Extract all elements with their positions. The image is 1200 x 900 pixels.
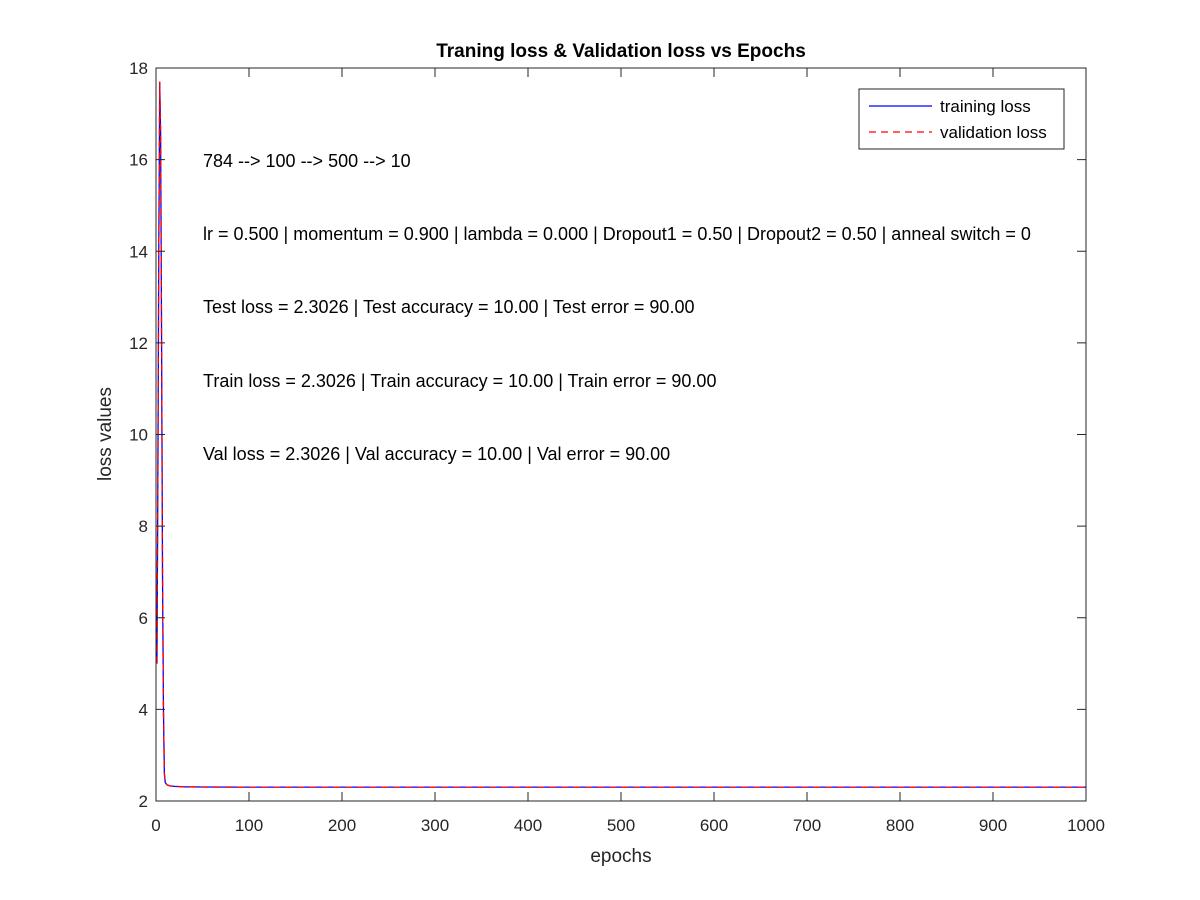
annotation-layer: 784 --> 100 --> 500 --> 10 lr = 0.500 | m… <box>203 151 1031 464</box>
legend-box <box>858 88 1065 150</box>
x-tick-label: 700 <box>793 816 821 835</box>
y-tick-label: 10 <box>129 426 148 445</box>
x-tick-label: 800 <box>886 816 914 835</box>
y-tick-label: 6 <box>139 609 148 628</box>
annotation-text: Test loss = 2.3026 | Test accuracy = 10.… <box>203 297 694 317</box>
annotation-text: lr = 0.500 | momentum = 0.900 | lambda =… <box>203 224 1031 244</box>
x-tick-label: 0 <box>151 816 160 835</box>
x-tick-label: 500 <box>607 816 635 835</box>
annotation-text: Val loss = 2.3026 | Val accuracy = 10.00… <box>203 444 670 464</box>
x-tick-label: 900 <box>979 816 1007 835</box>
legend-label: training loss <box>940 97 1031 116</box>
y-tick-label: 8 <box>139 517 148 536</box>
legend-label: validation loss <box>940 123 1047 142</box>
annotation-text: Train loss = 2.3026 | Train accuracy = 1… <box>203 371 716 391</box>
series-layer <box>156 81 1086 788</box>
y-tick-label: 16 <box>129 151 148 170</box>
y-axis: 2 4 6 8 10 12 14 16 18 <box>129 59 1086 811</box>
legend: training loss validation loss <box>858 88 1065 150</box>
y-tick-label: 2 <box>139 792 148 811</box>
x-tick-label: 1000 <box>1067 816 1105 835</box>
validation-loss-line <box>156 81 1086 788</box>
x-tick-label: 100 <box>235 816 263 835</box>
y-tick-label: 18 <box>129 59 148 78</box>
x-tick-label: 600 <box>700 816 728 835</box>
x-tick-label: 400 <box>514 816 542 835</box>
y-axis-label: loss values <box>95 387 116 481</box>
x-tick-label: 200 <box>328 816 356 835</box>
x-tick-label: 300 <box>421 816 449 835</box>
x-axis-label: epochs <box>590 846 651 867</box>
plot-area <box>156 68 1086 801</box>
x-axis: 0 100 200 300 400 500 600 700 800 900 1000 <box>151 68 1105 835</box>
y-tick-label: 12 <box>129 334 148 353</box>
y-tick-label: 4 <box>139 700 148 719</box>
annotation-text: 784 --> 100 --> 500 --> 10 <box>203 151 411 171</box>
y-tick-label: 14 <box>129 242 148 261</box>
chart-title: Traning loss & Validation loss vs Epochs <box>436 41 806 62</box>
